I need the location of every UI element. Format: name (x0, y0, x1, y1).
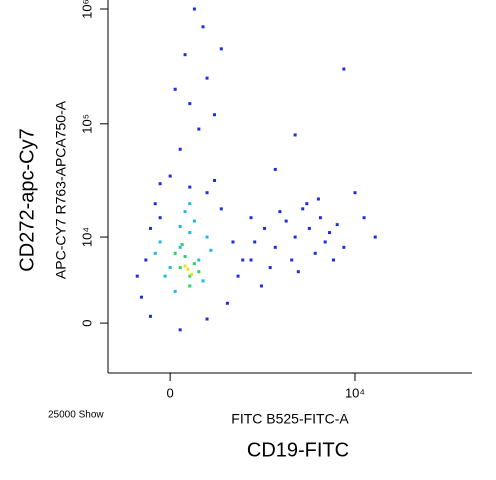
event-dot (307, 226, 311, 230)
event-dot (284, 219, 288, 223)
event-dot (148, 314, 152, 318)
event-dot (139, 295, 143, 299)
event-dot (362, 216, 366, 220)
event-dot (188, 231, 192, 235)
event-dot (178, 266, 182, 270)
event-dot (316, 197, 320, 201)
x-axis-title: CD19-FITC (247, 439, 349, 461)
event-dot (205, 317, 209, 321)
event-dot (209, 248, 213, 252)
event-dot (373, 235, 377, 239)
event-dot (168, 266, 172, 270)
event-dot (197, 270, 201, 274)
event-dot (135, 274, 139, 278)
event-dot (178, 328, 182, 332)
y-tick-label: 10⁴ (79, 227, 94, 247)
event-dot (148, 226, 152, 230)
event-dot (249, 258, 253, 262)
event-dot (335, 223, 339, 227)
event-dot (323, 240, 327, 244)
event-dot (305, 202, 309, 206)
event-dot (313, 251, 317, 255)
y-axis-label: APC-CY7 R763-APCA750-A (53, 100, 69, 279)
event-dot (259, 284, 263, 288)
event-dot (163, 274, 167, 278)
event-dot (153, 251, 157, 255)
event-dot (183, 255, 187, 259)
event-dot (158, 216, 162, 220)
event-dot (290, 258, 294, 262)
event-dot (168, 174, 172, 178)
event-dot (241, 258, 245, 262)
event-dot (213, 113, 217, 117)
event-dot (342, 245, 346, 249)
event-dot (219, 47, 223, 51)
event-dot (192, 219, 196, 223)
event-dot (153, 202, 157, 206)
event-dot (188, 102, 192, 106)
event-dot (278, 210, 282, 214)
event-dot (201, 25, 205, 29)
event-dot (273, 167, 277, 171)
event-dot (183, 264, 187, 268)
event-dot (342, 67, 346, 71)
event-dot (293, 133, 297, 137)
y-tick-label: 10⁵ (79, 114, 94, 134)
sample-note: 25000 Show (48, 410, 104, 421)
event-dot (318, 216, 322, 220)
event-dot (158, 240, 162, 244)
event-dot (249, 216, 253, 220)
event-dot (180, 243, 184, 247)
event-dot (332, 258, 336, 262)
y-tick-label: 10⁶ (79, 0, 94, 19)
event-dot (190, 272, 194, 276)
event-dot (301, 207, 305, 211)
event-dot (231, 240, 235, 244)
event-dot (263, 226, 267, 230)
event-dot (178, 224, 182, 228)
event-dot (197, 258, 201, 262)
event-dot (178, 147, 182, 151)
event-dot (273, 245, 277, 249)
event-dot (173, 251, 177, 255)
event-dot (188, 202, 192, 206)
event-dot (213, 178, 217, 182)
y-tick-label: 0 (79, 319, 94, 326)
event-dot (183, 53, 187, 57)
x-tick-label: 0 (167, 385, 174, 400)
event-dot (178, 245, 182, 249)
event-dot (188, 284, 192, 288)
event-dot (192, 262, 196, 266)
event-dot (173, 87, 177, 91)
event-dot (205, 191, 209, 195)
event-dot (144, 258, 148, 262)
event-dot (192, 7, 196, 11)
event-dot (225, 301, 229, 305)
event-dot (328, 231, 332, 235)
event-dot (268, 266, 272, 270)
event-dot (188, 274, 192, 278)
event-dot (253, 240, 257, 244)
event-dot (197, 127, 201, 131)
event-dot (158, 182, 162, 186)
event-dot (205, 76, 209, 80)
event-dot (219, 207, 223, 211)
event-dot (293, 235, 297, 239)
x-axis-label: FITC B525-FITC-A (231, 411, 349, 427)
event-dot (236, 274, 240, 278)
event-dot (186, 267, 190, 271)
event-dot (296, 270, 300, 274)
event-dot (183, 210, 187, 214)
event-dot (353, 191, 357, 195)
y-axis-title: CD272-apc-Cy7 (16, 128, 38, 271)
event-dot (205, 235, 209, 239)
event-dot (201, 279, 205, 283)
event-dot (173, 289, 177, 293)
x-tick-label: 10⁴ (345, 385, 365, 400)
event-dot (188, 185, 192, 189)
